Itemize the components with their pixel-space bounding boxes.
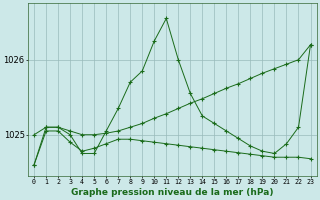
X-axis label: Graphe pression niveau de la mer (hPa): Graphe pression niveau de la mer (hPa) [71,188,274,197]
